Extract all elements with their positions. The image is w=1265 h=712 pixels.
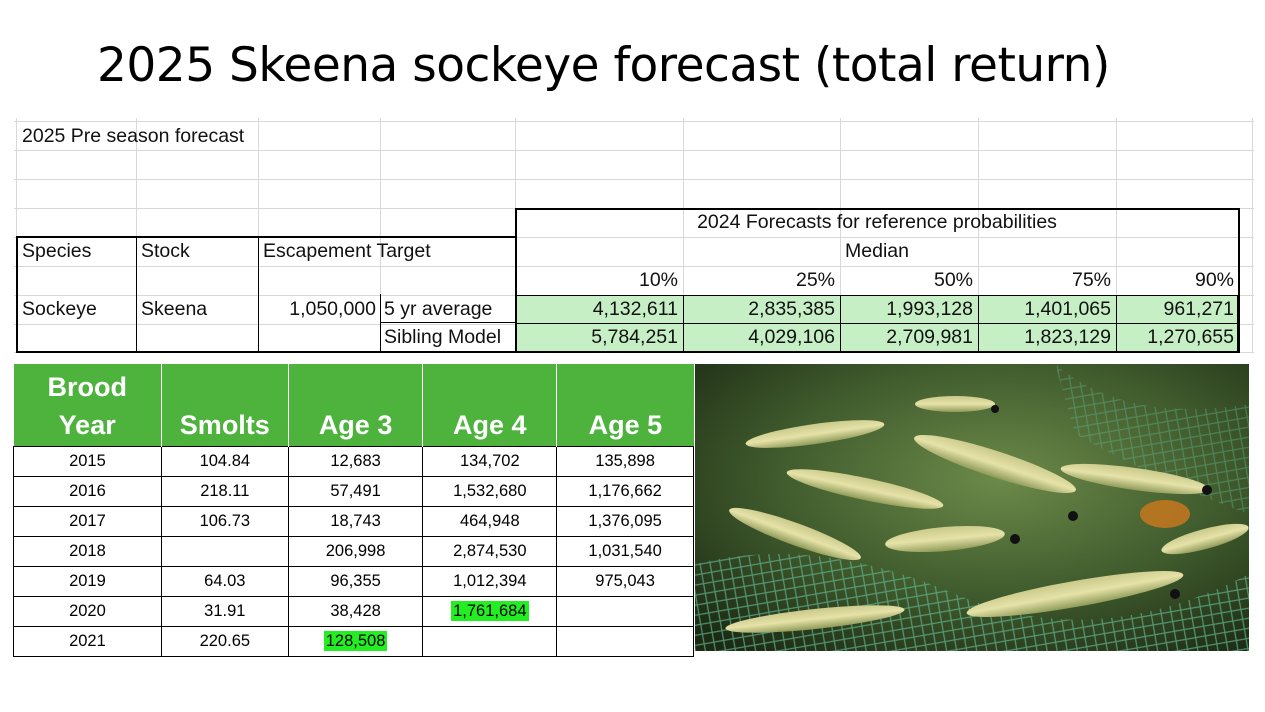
cell-age4: 134,702 (422, 446, 558, 477)
cell-smolts (160, 536, 289, 567)
table-row: 2021 220.65 128,508 (13, 626, 694, 657)
cell-age5: 1,376,095 (556, 506, 694, 537)
pct-90: 90% (1194, 269, 1234, 291)
escapement-value: 1,050,000 (289, 298, 376, 320)
stock-value: Skeena (141, 298, 208, 320)
pct-75: 75% (1071, 269, 1111, 291)
highlighted-value: 128,508 (323, 631, 388, 651)
cell-year: 2018 (13, 536, 162, 567)
cell-smolts: 106.73 (160, 506, 289, 537)
sockeye-fry-photo (695, 364, 1249, 651)
forecast-spreadsheet: 2025 Pre season forecast 2024 Forecasts … (14, 118, 1254, 353)
cell-age4: 464,948 (422, 506, 558, 537)
table-row: 2019 64.03 96,355 1,012,394 975,043 (13, 566, 694, 597)
brood-year-table: Brood Year Smolts Age 3 Age 4 Age 5 2015… (13, 364, 694, 657)
table-row: 2015 104.84 12,683 134,702 135,898 (13, 446, 694, 477)
species-value: Sockeye (22, 298, 97, 320)
cell-year: 2016 (13, 476, 162, 507)
value-cell: 1,823,129 (1024, 326, 1111, 348)
highlighted-value: 1,761,684 (451, 601, 529, 621)
cell-age3: 96,355 (287, 566, 424, 597)
cell-age4-highlight: 1,761,684 (422, 596, 558, 627)
cell-age5 (556, 596, 694, 627)
cell-age4 (422, 626, 558, 657)
median-label: Median (845, 240, 909, 262)
cell-smolts: 31.91 (160, 596, 289, 627)
value-cell: 4,132,611 (592, 298, 678, 320)
cell-year: 2021 (13, 626, 162, 657)
cell-age5 (556, 626, 694, 657)
header-brood-year: Brood Year (13, 364, 162, 447)
table-row: 2020 31.91 38,428 1,761,684 (13, 596, 694, 627)
table-row: 2018 206,998 2,874,530 1,031,540 (13, 536, 694, 567)
fish-shapes (725, 396, 1249, 633)
cell-age3: 12,683 (287, 446, 424, 477)
header-age-4: Age 4 (422, 364, 558, 447)
row-label-sibling: Sibling Model (384, 326, 502, 348)
table-row: 2016 218.11 57,491 1,532,680 1,176,662 (13, 476, 694, 507)
header-age-5: Age 5 (556, 364, 694, 447)
cell-age4: 1,012,394 (422, 566, 558, 597)
pct-10: 10% (638, 269, 678, 291)
cell-age3: 38,428 (287, 596, 424, 627)
cell-age4: 1,532,680 (422, 476, 558, 507)
cell-age3-highlight: 128,508 (287, 626, 424, 657)
cell-age3: 206,998 (287, 536, 424, 567)
value-cell: 1,401,065 (1024, 298, 1111, 320)
value-cell: 2,709,981 (886, 326, 973, 348)
cell-year: 2017 (13, 506, 162, 537)
table-header-row: Brood Year Smolts Age 3 Age 4 Age 5 (13, 364, 694, 447)
value-cell: 2,835,385 (748, 298, 835, 320)
cell-age5: 1,031,540 (556, 536, 694, 567)
cell-age5: 135,898 (556, 446, 694, 477)
value-cell: 5,784,251 (591, 326, 678, 348)
cell-smolts: 218.11 (160, 476, 289, 507)
cell-smolts: 64.03 (160, 566, 289, 597)
cell-smolts: 104.84 (160, 446, 289, 477)
cell-age4: 2,874,530 (422, 536, 558, 567)
header-smolts: Smolts (161, 364, 289, 447)
cell-year: 2019 (13, 566, 162, 597)
value-cell: 4,029,106 (748, 326, 835, 348)
cell-year: 2020 (13, 596, 162, 627)
pct-50: 50% (933, 269, 973, 291)
cell-age3: 18,743 (287, 506, 424, 537)
cell-smolts: 220.65 (160, 626, 289, 657)
value-cell: 1,993,128 (886, 298, 973, 320)
group-header: 2024 Forecasts for reference probabiliti… (697, 211, 1057, 233)
cell-year: 2015 (13, 446, 162, 477)
header-age-3: Age 3 (288, 364, 424, 447)
table-row: 2017 106.73 18,743 464,948 1,376,095 (13, 506, 694, 537)
species-header: Species (22, 240, 92, 262)
pct-25: 25% (795, 269, 835, 291)
value-cell: 961,271 (1163, 298, 1235, 320)
cell-age5: 975,043 (556, 566, 694, 597)
value-cell: 1,270,655 (1147, 326, 1234, 348)
slide-title: 2025 Skeena sockeye forecast (total retu… (97, 38, 1110, 93)
cell-age5: 1,176,662 (556, 476, 694, 507)
preseason-label: 2025 Pre season forecast (22, 125, 245, 147)
stock-header: Stock (141, 240, 190, 262)
row-label-5yr: 5 yr average (384, 298, 493, 320)
cell-age3: 57,491 (287, 476, 424, 507)
escapement-header: Escapement Target (263, 240, 431, 262)
